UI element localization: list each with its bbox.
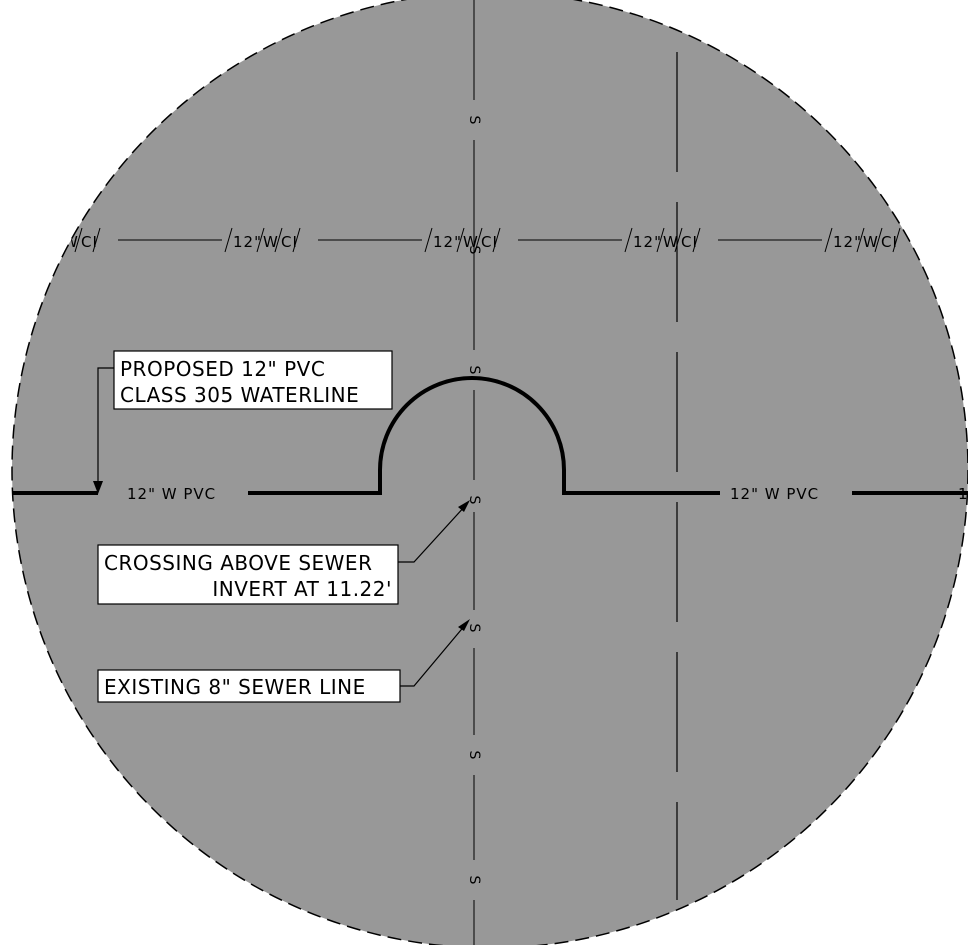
label-slash <box>624 227 633 253</box>
waterline-label-left: 12" W PVC <box>127 485 216 503</box>
sewer-marker: S <box>466 496 482 505</box>
label-slash <box>456 227 465 253</box>
label-size: 12" <box>233 233 262 251</box>
label-slash <box>92 227 101 253</box>
label-water: W <box>263 233 279 251</box>
sewer-marker: S <box>466 366 482 375</box>
label-slash <box>824 227 833 253</box>
label-slash <box>224 227 233 253</box>
sewer-marker: S <box>466 876 482 885</box>
label-slash <box>424 227 433 253</box>
label-water: W <box>663 233 679 251</box>
waterline-label-edge: 1 <box>958 485 968 503</box>
label-slash <box>856 227 865 253</box>
proposed-waterline <box>12 376 968 495</box>
sewer-marker: S <box>466 246 482 255</box>
label-size: 12" <box>633 233 662 251</box>
crossing-leader <box>398 504 467 563</box>
proposed-callout-line2: CLASS 305 WATERLINE <box>120 383 359 407</box>
label-size: 12" <box>433 233 462 251</box>
proposed-leader-arrow <box>93 481 103 494</box>
label-slash <box>24 227 33 253</box>
detail-circle-fill <box>12 0 968 945</box>
label-slash <box>892 227 901 253</box>
label-slash <box>692 227 701 253</box>
waterline-label-right: 12" W PVC <box>730 485 819 503</box>
label-slash <box>474 227 483 253</box>
crossing-callout-line2: INVERT AT 11.22' <box>212 577 392 601</box>
label-material: CI <box>281 233 298 251</box>
proposed-callout: PROPOSED 12" PVC CLASS 305 WATERLINE <box>113 350 393 410</box>
label-slash <box>74 227 83 253</box>
detail-circle-border <box>11 0 968 945</box>
label-slash <box>656 227 665 253</box>
sewer-marker: S <box>466 116 482 125</box>
sewer-marker: S <box>466 751 482 760</box>
existing-leader-arrow <box>458 619 470 631</box>
crossing-callout: CROSSING ABOVE SEWER INVERT AT 11.22' <box>97 544 399 605</box>
label-slash <box>292 227 301 253</box>
label-slash <box>674 227 683 253</box>
crossing-callout-line1: CROSSING ABOVE SEWER <box>104 551 372 575</box>
sewer-marker: S <box>466 624 482 633</box>
proposed-leader <box>97 367 114 485</box>
existing-leader <box>400 623 467 687</box>
label-material: CI <box>481 233 498 251</box>
proposed-callout-line1: PROPOSED 12" PVC <box>120 357 325 381</box>
existing-sewer-line: S S S S S S S <box>466 0 482 945</box>
existing-callout: EXISTING 8" SEWER LINE <box>97 669 401 703</box>
label-material: CI <box>681 233 698 251</box>
existing-waterline-label: 12" W CI <box>624 227 701 253</box>
label-material: CI <box>81 233 98 251</box>
crossing-leader-arrow <box>458 500 470 512</box>
existing-callout-text: EXISTING 8" SEWER LINE <box>104 675 366 699</box>
label-size: 12" <box>833 233 862 251</box>
existing-waterline-label: 12" W CI <box>824 227 901 253</box>
label-slash <box>274 227 283 253</box>
label-slash <box>492 227 501 253</box>
label-material: CI <box>881 233 898 251</box>
label-slash <box>256 227 265 253</box>
existing-waterline-label: 12" W CI <box>224 227 301 253</box>
label-water: W <box>863 233 879 251</box>
label-slash <box>874 227 883 253</box>
